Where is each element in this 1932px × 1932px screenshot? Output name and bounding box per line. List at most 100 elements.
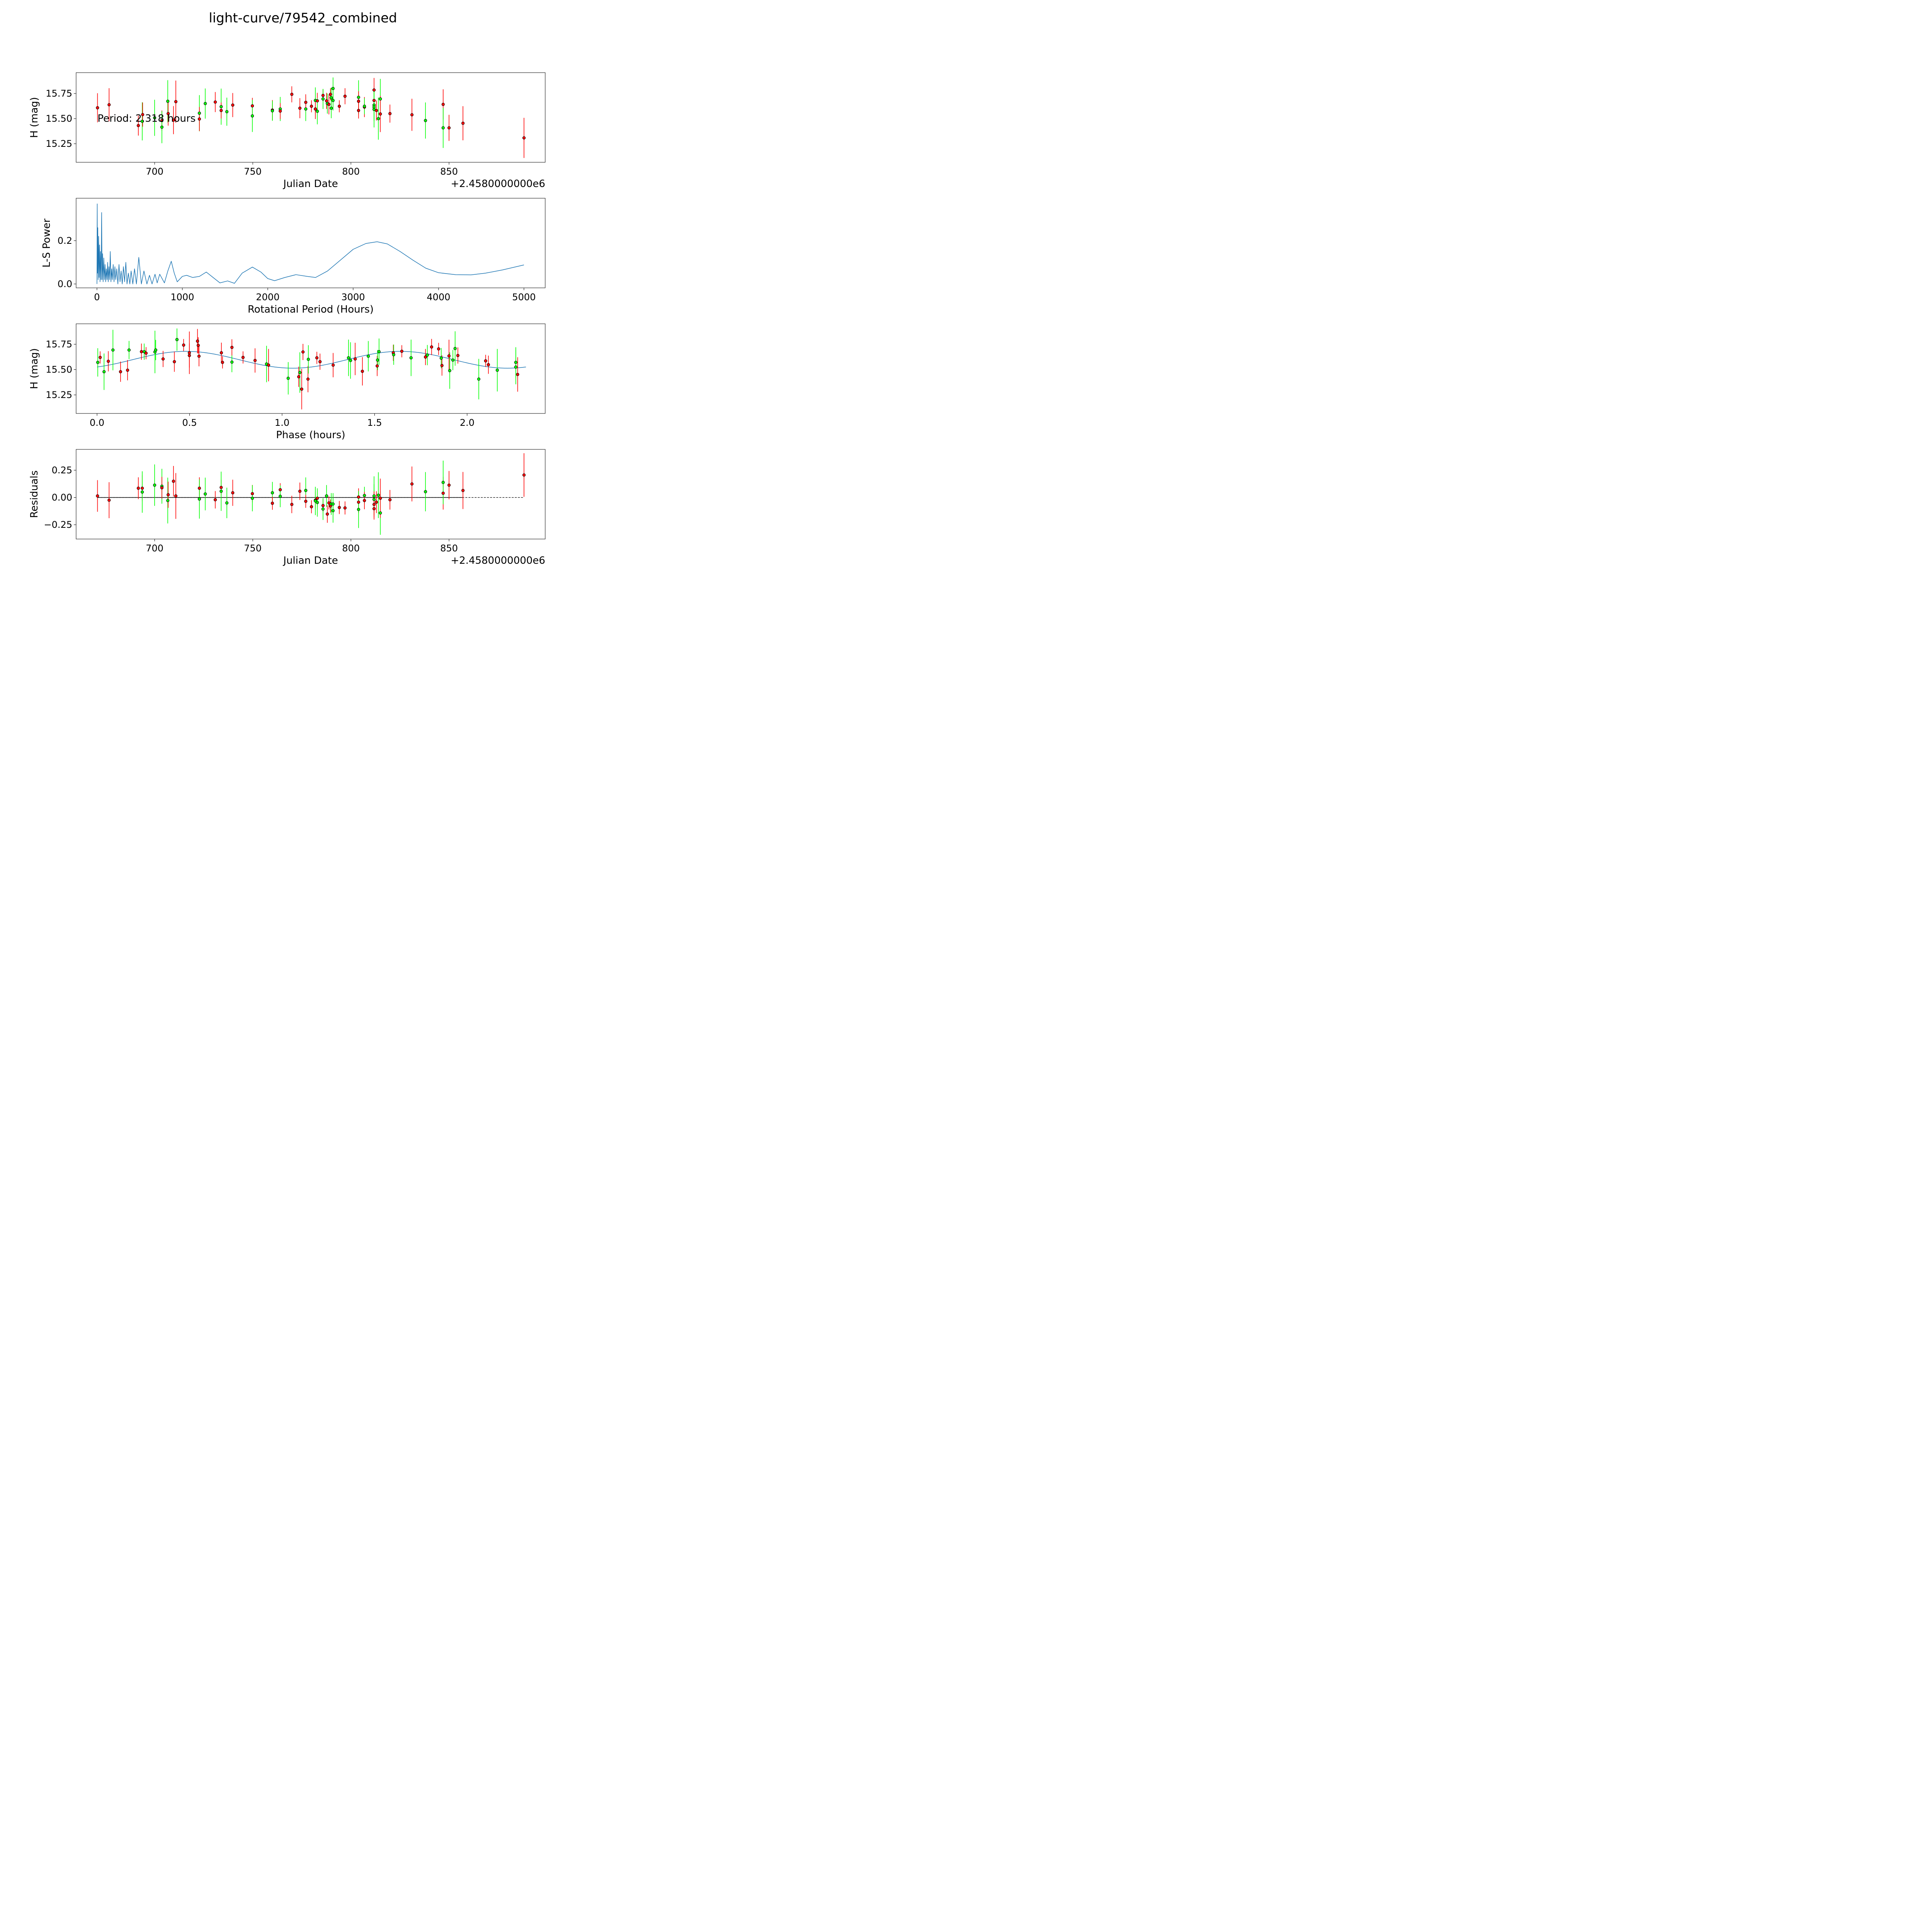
data-point [304, 107, 308, 111]
period-annotation: Period: 2.318 hours [97, 113, 196, 124]
data-point [172, 118, 175, 122]
data-point [357, 95, 361, 99]
data-point [279, 488, 282, 492]
data-point [486, 363, 490, 367]
data-point [126, 368, 129, 372]
x-tick-label: 700 [146, 543, 163, 554]
data-point [332, 363, 335, 367]
data-point [447, 483, 451, 487]
data-point [379, 511, 382, 515]
data-point [160, 119, 164, 122]
data-point [204, 492, 207, 496]
data-point [409, 356, 413, 360]
data-point [321, 94, 325, 97]
data-point [354, 357, 357, 361]
data-point [461, 489, 465, 492]
data-point [430, 345, 434, 349]
data-point [197, 111, 201, 115]
data-point [119, 370, 122, 374]
data-point [441, 481, 445, 484]
data-point [230, 345, 234, 349]
data-point [372, 507, 376, 510]
data-point [187, 354, 191, 357]
data-point [231, 491, 235, 495]
data-point [375, 109, 378, 112]
data-point [376, 358, 379, 362]
data-point [441, 102, 445, 106]
data-point [251, 104, 254, 108]
data-point [451, 358, 455, 362]
data-point [316, 109, 319, 113]
x-tick-label: 700 [146, 166, 163, 177]
data-point [367, 354, 370, 358]
data-point [410, 113, 414, 117]
data-point [298, 371, 302, 374]
data-point [321, 504, 325, 507]
data-point [318, 360, 322, 364]
data-point [304, 489, 308, 492]
data-point [331, 99, 335, 102]
data-point [447, 354, 451, 358]
data-point [172, 480, 175, 483]
data-point [349, 359, 352, 362]
data-point [456, 354, 460, 357]
x-tick-label: 850 [440, 543, 458, 554]
data-point [377, 117, 380, 121]
data-point [516, 372, 519, 376]
data-point [388, 498, 392, 502]
data-point [301, 350, 305, 354]
data-point [363, 499, 366, 502]
data-point [331, 87, 335, 90]
figure-title: light-curve/79542_combined [209, 10, 397, 26]
x-tick-label: 0.5 [182, 417, 197, 428]
data-point [175, 338, 179, 341]
data-point [316, 99, 319, 103]
data-point [231, 103, 235, 107]
panel-phased: 0.0 0.5 1.0 1.5 2.0 15.25 15.50 15.75 Phase (hou… [29, 323, 546, 441]
y-tick-label: 15.75 [46, 339, 72, 350]
data-point [357, 508, 361, 511]
data-point [363, 494, 366, 497]
periodogram-line [97, 203, 524, 284]
data-point [204, 102, 207, 105]
data-point [522, 473, 526, 477]
data-point [187, 351, 191, 355]
data-point [219, 109, 223, 112]
data-point [376, 364, 379, 368]
x-tick-label: 1.5 [367, 417, 382, 428]
data-point [182, 343, 185, 347]
data-point [160, 486, 164, 490]
data-point [153, 483, 156, 487]
y-tick-label: 15.50 [46, 364, 72, 375]
data-point [372, 494, 376, 498]
plot-area [96, 77, 526, 158]
data-point [441, 126, 445, 129]
data-point [141, 119, 144, 123]
x-axis-label: Phase (hours) [276, 429, 345, 441]
data-point [338, 104, 341, 108]
panel-periodogram: 0 1000 2000 3000 4000 5000 0.0 0.2 Rotational Pe… [41, 198, 546, 315]
data-point [440, 364, 444, 367]
x-axis-label: Rotational Period (Hours) [248, 304, 374, 315]
data-point [372, 498, 376, 501]
y-axis-label: H (mag) [29, 97, 40, 138]
x-axis-label: Julian Date [282, 555, 338, 566]
x-tick-label: 0.0 [90, 417, 104, 428]
data-point [160, 125, 164, 129]
x-tick-label: 3000 [341, 292, 365, 303]
data-point [290, 503, 294, 506]
panels: 700 750 800 850 15.25 15.50 15.75 Julian Date H … [29, 72, 546, 566]
data-point [495, 368, 499, 372]
plot-area [97, 203, 524, 284]
y-axis-label: H (mag) [29, 348, 40, 389]
data-point [325, 494, 328, 498]
data-point [304, 100, 308, 104]
data-point [306, 378, 310, 381]
data-point [461, 121, 465, 125]
data-point [166, 499, 170, 502]
data-point [174, 100, 178, 104]
data-point [298, 106, 302, 110]
x-offset-label: +2.4580000000e6 [451, 555, 545, 566]
data-point [270, 109, 274, 112]
data-point [477, 378, 481, 381]
